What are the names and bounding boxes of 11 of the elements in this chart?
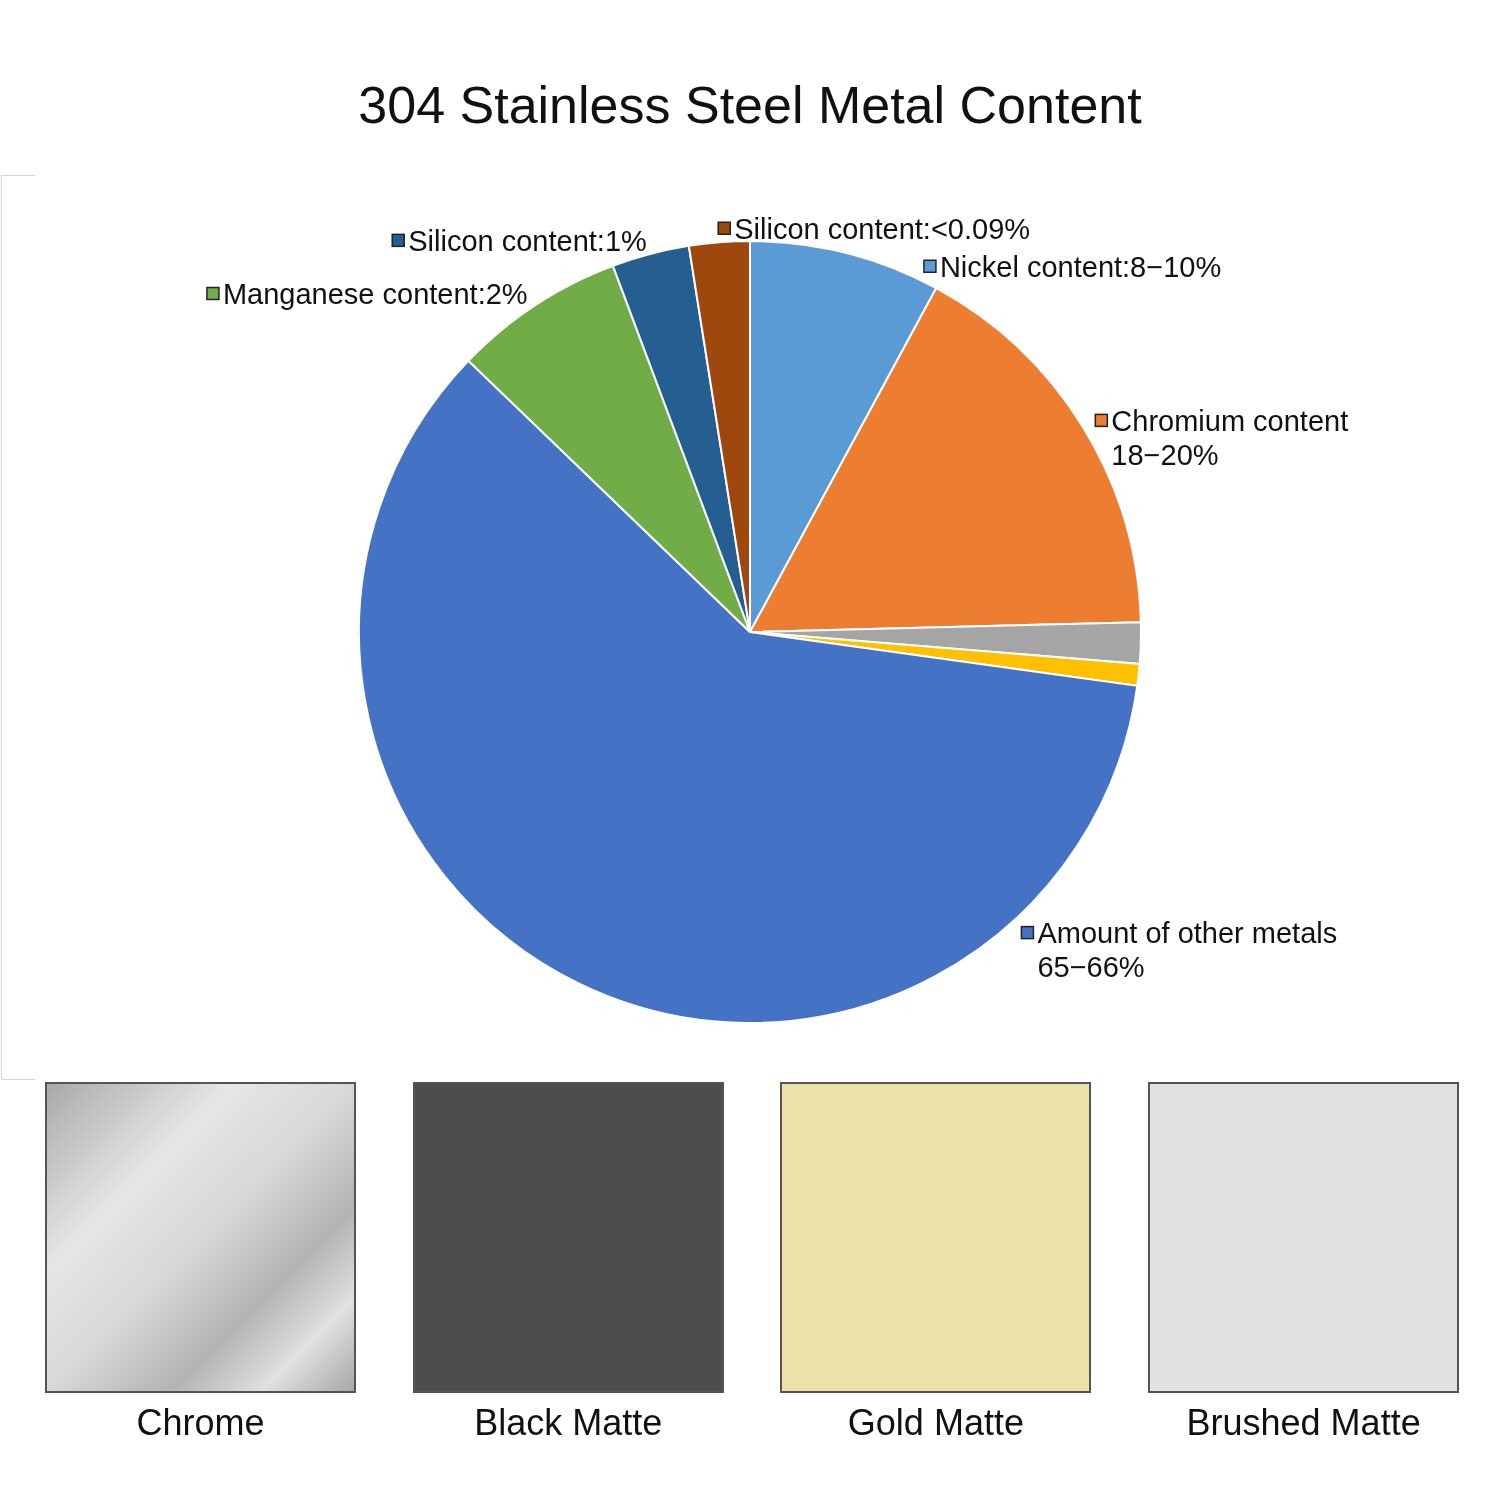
text: Black Matte (473, 1401, 664, 1445)
legend-label: Silicon content:<0.09% (734, 212, 1031, 245)
legend-label: Manganese content:2% (222, 277, 528, 310)
text: Brushed Matte (1185, 1401, 1422, 1445)
legend-label: Chromium content 18−20% (1111, 404, 1349, 471)
text: Chrome (135, 1401, 266, 1445)
legend-label: Amount of other metals 65−66% (1037, 917, 1338, 984)
legend-label: Nickel content:8−10% (939, 250, 1222, 283)
legend-label: Silicon content:1% (408, 224, 647, 257)
text: Gold Matte (846, 1401, 1025, 1445)
chart-title: 304 Stainless Steel Metal Content (357, 75, 1143, 136)
